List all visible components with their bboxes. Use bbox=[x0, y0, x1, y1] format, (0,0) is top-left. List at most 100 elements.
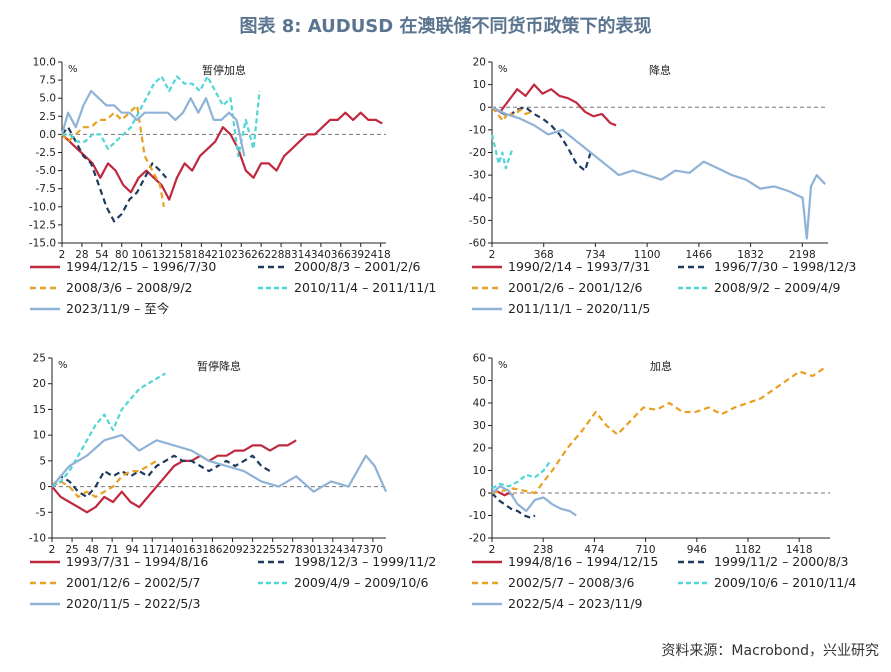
legend: 1990/2/14 – 1993/7/31 1996/7/30 – 1998/12… bbox=[472, 259, 856, 316]
legend-label: 2008/3/6 – 2008/9/2 bbox=[66, 280, 192, 295]
y-tick-label: -20 bbox=[469, 533, 486, 545]
chart-panel-4: 60 50 40 30 20 10 0 -10 -202 238 474 710 946 1182 1418… bbox=[469, 353, 857, 612]
x-tick-label: 392 bbox=[351, 249, 371, 261]
series-line-4 bbox=[491, 460, 551, 490]
legend-label: 1990/2/14 – 1993/7/31 bbox=[508, 259, 650, 274]
x-tick-label: 184 bbox=[191, 249, 211, 261]
x-tick-label: 474 bbox=[584, 544, 604, 556]
x-tick-label: 1832 bbox=[737, 249, 764, 261]
x-tick-label: 236 bbox=[231, 249, 251, 261]
y-tick-label: 0 bbox=[39, 481, 46, 493]
series-line-5 bbox=[491, 485, 577, 517]
x-tick-label: 1100 bbox=[634, 249, 661, 261]
y-tick-label: 0.0 bbox=[39, 129, 56, 141]
legend-label: 2010/11/4 – 2011/11/1 bbox=[294, 280, 436, 295]
source-note: 资料来源：Macrobond，兴业研究 bbox=[661, 643, 879, 659]
y-tick-label: -60 bbox=[469, 238, 486, 250]
y-tick-label: 50 bbox=[473, 375, 486, 387]
y-tick-label: 10 bbox=[33, 430, 46, 442]
series-line-3 bbox=[61, 104, 165, 207]
x-tick-label: 210 bbox=[211, 249, 231, 261]
y-tick-label: 10 bbox=[473, 465, 486, 477]
y-tick-label: 0 bbox=[479, 102, 486, 114]
y-tick-label: -40 bbox=[469, 192, 486, 204]
x-tick-label: 117 bbox=[142, 544, 162, 556]
x-tick-label: 158 bbox=[171, 249, 191, 261]
y-tick-label: 10.0 bbox=[33, 57, 56, 69]
x-tick-label: 132 bbox=[152, 249, 172, 261]
series-line-5 bbox=[491, 106, 827, 240]
x-tick-label: 418 bbox=[371, 249, 391, 261]
x-tick-label: 288 bbox=[271, 249, 291, 261]
series-line-5 bbox=[51, 434, 388, 493]
y-unit-label: % bbox=[498, 64, 508, 75]
y-tick-label: -10 bbox=[469, 510, 486, 522]
series-line-5 bbox=[60, 89, 246, 157]
x-tick-label: 324 bbox=[323, 544, 343, 556]
legend-label: 1994/12/15 – 1996/7/30 bbox=[66, 259, 216, 274]
series-line-3 bbox=[491, 106, 532, 122]
legend-label: 2001/2/6 – 2001/12/6 bbox=[508, 280, 642, 295]
x-tick-label: 301 bbox=[303, 544, 323, 556]
x-tick-label: 106 bbox=[132, 249, 152, 261]
series-line-1 bbox=[61, 111, 383, 201]
x-tick-label: 163 bbox=[182, 544, 202, 556]
y-tick-label: -5 bbox=[36, 507, 46, 519]
x-tick-label: 238 bbox=[533, 544, 553, 556]
x-tick-label: 314 bbox=[291, 249, 311, 261]
y-tick-label: -15.0 bbox=[29, 238, 56, 250]
legend-label: 1999/11/2 – 2000/8/3 bbox=[714, 554, 848, 569]
x-tick-label: 140 bbox=[162, 544, 182, 556]
y-tick-label: 7.5 bbox=[39, 75, 56, 87]
x-tick-label: 366 bbox=[331, 249, 351, 261]
x-tick-label: 54 bbox=[95, 249, 109, 261]
x-tick-label: 232 bbox=[243, 544, 263, 556]
x-tick-label: 2 bbox=[489, 249, 496, 261]
y-tick-label: 5 bbox=[39, 455, 46, 467]
legend-label: 2008/9/2 – 2009/4/9 bbox=[714, 280, 841, 295]
chart-title: 暂停加息 bbox=[202, 63, 246, 77]
y-tick-label: -30 bbox=[469, 170, 486, 182]
x-tick-label: 2 bbox=[59, 249, 66, 261]
y-tick-label: 0 bbox=[479, 488, 486, 500]
legend: 1993/7/31 – 1994/8/16 1998/12/3 – 1999/11… bbox=[30, 554, 436, 611]
x-tick-label: 94 bbox=[126, 544, 140, 556]
y-tick-label: -10 bbox=[469, 124, 486, 136]
legend-label: 2000/8/3 – 2001/2/6 bbox=[294, 259, 421, 274]
y-tick-label: -2.5 bbox=[36, 147, 57, 159]
x-tick-label: 368 bbox=[534, 249, 554, 261]
y-unit-label: % bbox=[498, 360, 508, 371]
y-unit-label: % bbox=[58, 360, 68, 371]
x-tick-label: 1466 bbox=[685, 249, 712, 261]
legend-label: 2009/4/9 – 2009/10/6 bbox=[294, 575, 428, 590]
chart-title: 暂停降息 bbox=[197, 359, 241, 373]
y-tick-label: -10.0 bbox=[29, 201, 56, 213]
x-tick-label: 186 bbox=[202, 544, 222, 556]
y-tick-label: 20 bbox=[33, 378, 46, 390]
x-tick-label: 25 bbox=[65, 544, 78, 556]
legend-label: 2022/5/4 – 2023/11/9 bbox=[508, 596, 642, 611]
chart-title: 加息 bbox=[650, 359, 672, 373]
y-tick-label: 15 bbox=[33, 404, 46, 416]
y-tick-label: 10 bbox=[473, 79, 486, 91]
x-tick-label: 2 bbox=[49, 544, 56, 556]
x-tick-label: 48 bbox=[85, 544, 98, 556]
series-line-1 bbox=[51, 439, 297, 514]
y-tick-label: -10 bbox=[29, 533, 46, 545]
x-tick-label: 710 bbox=[636, 544, 656, 556]
y-tick-label: -7.5 bbox=[36, 183, 57, 195]
chart-title: 降息 bbox=[649, 63, 671, 77]
x-tick-label: 80 bbox=[115, 249, 128, 261]
legend: 1994/8/16 – 1994/12/15 1999/11/2 – 2000/8… bbox=[472, 554, 856, 611]
y-tick-label: 20 bbox=[473, 57, 486, 69]
legend-label: 1996/7/30 – 1998/12/3 bbox=[714, 259, 856, 274]
x-tick-label: 2198 bbox=[789, 249, 816, 261]
y-tick-label: 2.5 bbox=[39, 111, 56, 123]
x-tick-label: 370 bbox=[363, 544, 383, 556]
series-line-3 bbox=[491, 366, 827, 495]
x-tick-label: 340 bbox=[311, 249, 331, 261]
legend-label: 1993/7/31 – 1994/8/16 bbox=[66, 554, 208, 569]
x-tick-label: 946 bbox=[687, 544, 707, 556]
series-line-2 bbox=[61, 126, 168, 223]
